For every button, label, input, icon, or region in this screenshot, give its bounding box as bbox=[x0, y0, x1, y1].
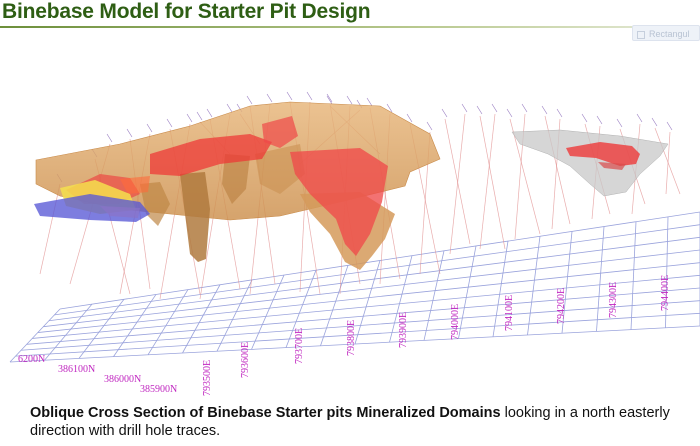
drillhole-trace bbox=[479, 113, 496, 250]
grid-easting-line bbox=[320, 265, 349, 346]
eastern-pit-shell bbox=[511, 129, 669, 197]
drillhole-collar-label bbox=[521, 103, 528, 113]
drillhole-collar-label bbox=[306, 91, 313, 101]
easting-label: 794100E bbox=[504, 295, 515, 331]
drillhole-collar-label bbox=[506, 108, 513, 118]
low-grade-domains bbox=[34, 180, 150, 222]
grid-easting-line bbox=[630, 221, 637, 330]
slide-title: Binebase Model for Starter Pit Design bbox=[2, 0, 371, 23]
northing-label: 385900N bbox=[140, 384, 177, 395]
easting-label: 793900E bbox=[398, 312, 409, 348]
drillhole-collar-label bbox=[286, 91, 293, 101]
drillhole-collar-label bbox=[246, 95, 253, 105]
drillhole-collar-label bbox=[636, 113, 643, 123]
grid-easting-line bbox=[147, 289, 189, 356]
drillhole-trace bbox=[449, 113, 466, 255]
grid-easting-line bbox=[596, 226, 605, 332]
drillhole-collar-label bbox=[146, 123, 153, 133]
easting-label: 793500E bbox=[202, 360, 213, 396]
drillhole-collar-label bbox=[266, 93, 273, 103]
drillhole-collar-label bbox=[461, 103, 468, 113]
grid-easting-line bbox=[182, 284, 221, 354]
rectangle-tool-button[interactable]: Rectangul bbox=[632, 25, 700, 41]
rectangle-icon bbox=[637, 30, 645, 39]
drillhole-collar-label bbox=[651, 117, 658, 127]
drillhole-trace bbox=[665, 131, 671, 195]
grid-easting-line bbox=[354, 260, 381, 345]
drillhole-collar-label bbox=[106, 133, 113, 143]
drillhole-collar-label bbox=[541, 105, 548, 115]
drillhole-collar-label bbox=[386, 103, 393, 113]
grid-easting-line bbox=[216, 279, 253, 352]
grid-easting-line bbox=[44, 303, 93, 361]
drillhole-collar-label bbox=[346, 95, 353, 105]
grid-easting-line bbox=[9, 308, 61, 363]
drillhole-trace bbox=[479, 115, 506, 250]
drillhole-collar-label bbox=[326, 95, 333, 105]
drillhole-collar-label bbox=[476, 105, 483, 115]
northing-label: 386100N bbox=[58, 364, 95, 375]
grid-easting-line bbox=[561, 231, 573, 334]
drillhole-collar-label bbox=[366, 97, 373, 107]
grid-easting-line bbox=[492, 241, 509, 337]
drillhole-collar-label bbox=[166, 118, 173, 128]
grid-easting-line bbox=[423, 250, 445, 341]
grid-easting-line bbox=[78, 299, 125, 359]
rectangle-tool-label: Rectangul bbox=[649, 29, 690, 39]
northing-label: 386000N bbox=[104, 374, 141, 385]
caption-bold: Oblique Cross Section of Binebase Starte… bbox=[30, 405, 501, 421]
drillhole-collar-label bbox=[596, 115, 603, 125]
drillhole-collar-label bbox=[206, 108, 213, 118]
grid-easting-line bbox=[458, 245, 477, 339]
figure-caption: Oblique Cross Section of Binebase Starte… bbox=[30, 404, 680, 440]
perspective-grid bbox=[9, 211, 700, 363]
easting-label: 793700E bbox=[294, 328, 305, 364]
drillhole-collar-label bbox=[186, 113, 193, 123]
drillhole-collar-label bbox=[196, 111, 203, 121]
drillhole-collar-label bbox=[491, 103, 498, 113]
drillhole-collar-label bbox=[581, 113, 588, 123]
drillhole-trace bbox=[39, 183, 61, 275]
drillhole-trace bbox=[654, 127, 681, 195]
easting-label: 794400E bbox=[660, 275, 671, 311]
grid-easting-line bbox=[251, 274, 285, 350]
drillhole-collar-label bbox=[556, 108, 563, 118]
northing-label: 6200N bbox=[18, 354, 45, 365]
drillhole-collar-label bbox=[406, 113, 413, 123]
grid-easting-line bbox=[389, 255, 413, 343]
drillhole-collar-label bbox=[426, 121, 433, 131]
easting-label: 793800E bbox=[346, 320, 357, 356]
title-underline bbox=[0, 26, 700, 28]
caption-rest: looking in a north easterly direction wi… bbox=[30, 405, 670, 439]
easting-label: 794300E bbox=[608, 282, 619, 318]
drillhole-collar-label bbox=[666, 121, 673, 131]
drillhole-collar-label bbox=[616, 118, 623, 128]
drillhole-trace bbox=[509, 118, 541, 235]
grid-easting-line bbox=[113, 294, 157, 357]
drillhole-collar-label bbox=[441, 108, 448, 118]
grid-easting-line bbox=[665, 216, 669, 328]
easting-label: 794200E bbox=[556, 288, 567, 324]
drillhole-collar-label bbox=[126, 128, 133, 138]
easting-label: 794000E bbox=[450, 304, 461, 340]
grid-easting-line bbox=[285, 270, 317, 348]
grid-easting-line bbox=[527, 236, 541, 336]
drillhole-collar-label bbox=[326, 93, 333, 103]
drillhole-collar-label bbox=[226, 103, 233, 113]
easting-label: 793600E bbox=[240, 342, 251, 378]
